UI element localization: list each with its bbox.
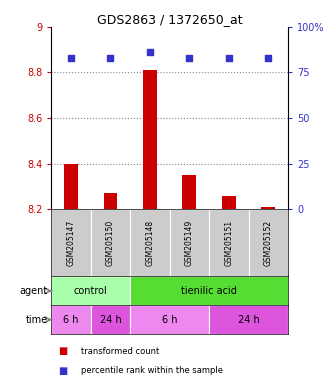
Bar xyxy=(222,195,236,209)
Text: time: time xyxy=(26,314,48,325)
Title: GDS2863 / 1372650_at: GDS2863 / 1372650_at xyxy=(97,13,242,26)
Bar xyxy=(182,175,196,209)
Bar xyxy=(51,276,130,305)
Text: GSM205149: GSM205149 xyxy=(185,220,194,266)
Bar xyxy=(209,209,249,276)
Text: ■: ■ xyxy=(58,366,67,376)
Point xyxy=(147,49,153,55)
Text: ■: ■ xyxy=(58,346,67,356)
Text: GSM205147: GSM205147 xyxy=(67,220,75,266)
Text: agent: agent xyxy=(20,286,48,296)
Bar xyxy=(130,276,288,305)
Bar xyxy=(169,209,209,276)
Bar xyxy=(51,209,91,276)
Bar xyxy=(143,70,157,209)
Text: transformed count: transformed count xyxy=(81,347,159,356)
Bar xyxy=(104,193,118,209)
Point xyxy=(187,55,192,61)
Point xyxy=(265,55,271,61)
Bar xyxy=(91,209,130,276)
Bar xyxy=(51,305,91,334)
Bar xyxy=(209,305,288,334)
Text: control: control xyxy=(74,286,108,296)
Text: 6 h: 6 h xyxy=(162,314,177,325)
Text: percentile rank within the sample: percentile rank within the sample xyxy=(81,366,223,375)
Text: GSM205150: GSM205150 xyxy=(106,220,115,266)
Text: GSM205151: GSM205151 xyxy=(224,220,233,266)
Text: 24 h: 24 h xyxy=(238,314,260,325)
Text: tienilic acid: tienilic acid xyxy=(181,286,237,296)
Point xyxy=(108,55,113,61)
Bar xyxy=(130,305,209,334)
Bar xyxy=(64,164,78,209)
Bar xyxy=(130,209,169,276)
Bar xyxy=(261,207,275,209)
Text: GSM205148: GSM205148 xyxy=(145,220,155,266)
Bar xyxy=(249,209,288,276)
Point xyxy=(69,55,74,61)
Text: 6 h: 6 h xyxy=(63,314,79,325)
Text: 24 h: 24 h xyxy=(100,314,121,325)
Text: GSM205152: GSM205152 xyxy=(264,220,273,266)
Bar xyxy=(91,305,130,334)
Point xyxy=(226,55,231,61)
